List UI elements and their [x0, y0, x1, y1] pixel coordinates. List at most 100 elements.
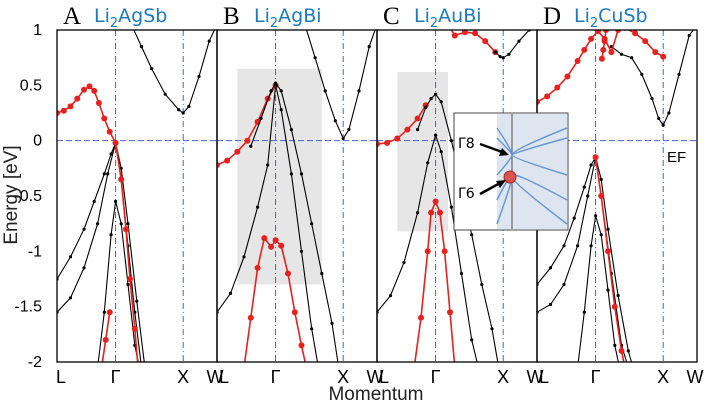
surface-point — [461, 30, 468, 36]
band-point — [416, 128, 420, 132]
compound-title: Li2AgSb — [94, 5, 167, 31]
band-point — [439, 150, 443, 154]
surface-point — [441, 248, 448, 255]
inset-label-gamma6: Γ6 — [458, 186, 475, 202]
band-point — [310, 327, 314, 331]
band-point — [426, 161, 430, 165]
band-point — [576, 244, 580, 248]
band-point — [631, 366, 634, 369]
panel-frame — [56, 29, 218, 363]
surface-point — [482, 38, 489, 45]
surface-point — [135, 365, 141, 371]
bands-group — [57, 23, 218, 371]
band-point — [599, 177, 603, 181]
band-point — [535, 23, 538, 26]
band-point — [333, 119, 337, 123]
band-point — [613, 343, 617, 347]
panel-letter: B — [223, 3, 240, 30]
band-point — [640, 72, 644, 76]
surface-point — [285, 270, 291, 277]
surface-point — [436, 209, 443, 216]
band-surface-2 — [601, 30, 607, 59]
band-point — [68, 296, 73, 300]
surface-point — [618, 347, 625, 354]
band-point — [330, 321, 334, 325]
band-point — [650, 97, 654, 101]
band-point — [582, 185, 586, 189]
band-point — [289, 128, 293, 132]
band-point — [215, 23, 218, 26]
band-point — [114, 199, 118, 204]
band-point — [548, 266, 553, 270]
band-point — [299, 249, 304, 253]
fermi-level-label: EF — [667, 149, 686, 166]
band-point — [138, 366, 141, 369]
surface-point — [605, 248, 611, 255]
surface-point — [422, 102, 429, 109]
surface-point — [95, 100, 102, 106]
band-point — [630, 56, 634, 60]
band-point — [439, 100, 443, 104]
band-point — [228, 291, 233, 295]
surface-point — [594, 30, 601, 35]
surface-point — [254, 264, 261, 271]
surface-point — [101, 115, 108, 122]
band-point — [434, 133, 438, 137]
panel-b: B Li2AgBi Γ X W L — [216, 3, 384, 387]
k-point-label: X — [657, 367, 669, 387]
band-point — [269, 89, 273, 93]
inset-gamma6-state — [503, 170, 517, 184]
surface-point — [611, 303, 618, 310]
surface-point — [224, 157, 231, 164]
surface-point — [67, 103, 74, 110]
band-point — [266, 163, 270, 167]
k-point-label: W — [687, 367, 704, 387]
surface-point — [99, 365, 105, 371]
y-tick-label: -0.5 — [14, 188, 42, 205]
inset-arrow-gamma8 — [479, 142, 509, 156]
band-point — [279, 89, 283, 93]
surface-point — [600, 46, 607, 53]
band-point — [449, 139, 453, 143]
surface-point — [564, 73, 571, 80]
band-point — [661, 123, 665, 127]
surface-point — [414, 115, 421, 122]
band-point — [109, 233, 113, 237]
surface-point — [418, 314, 424, 321]
band-point — [96, 366, 99, 369]
k-point-label: L — [219, 367, 229, 387]
band-point — [197, 74, 201, 79]
band-point — [480, 282, 484, 287]
k-point-label: W — [367, 367, 384, 387]
surface-point — [298, 342, 305, 349]
band-point — [274, 83, 278, 87]
surface-point — [451, 32, 458, 39]
surface-point — [247, 314, 254, 321]
band-point — [181, 111, 185, 115]
band-point — [139, 45, 144, 49]
band-point — [507, 52, 511, 56]
panel-letter: D — [543, 3, 561, 30]
band-point — [259, 116, 263, 121]
panel-letter: C — [383, 3, 400, 30]
surface-point — [57, 110, 60, 116]
k-point-label: W — [527, 367, 544, 387]
band-point — [92, 199, 96, 204]
panel-c: C Li2AuBi Γ X W L — [376, 3, 544, 387]
x-axis-title: Momentum — [328, 384, 423, 405]
surface-point — [472, 30, 479, 37]
band-point — [416, 211, 420, 215]
surface-point — [241, 365, 247, 371]
band-point — [320, 271, 324, 276]
band-point — [606, 288, 610, 292]
surface-point — [622, 365, 628, 371]
band-point — [470, 233, 474, 237]
compound-title: Li2AuBi — [414, 5, 482, 31]
surface-point — [261, 235, 268, 242]
surface-point — [278, 242, 285, 249]
inset-band-lower-1 — [496, 154, 568, 176]
band-point — [207, 39, 211, 43]
band-point — [150, 67, 154, 71]
band-point — [82, 227, 86, 231]
